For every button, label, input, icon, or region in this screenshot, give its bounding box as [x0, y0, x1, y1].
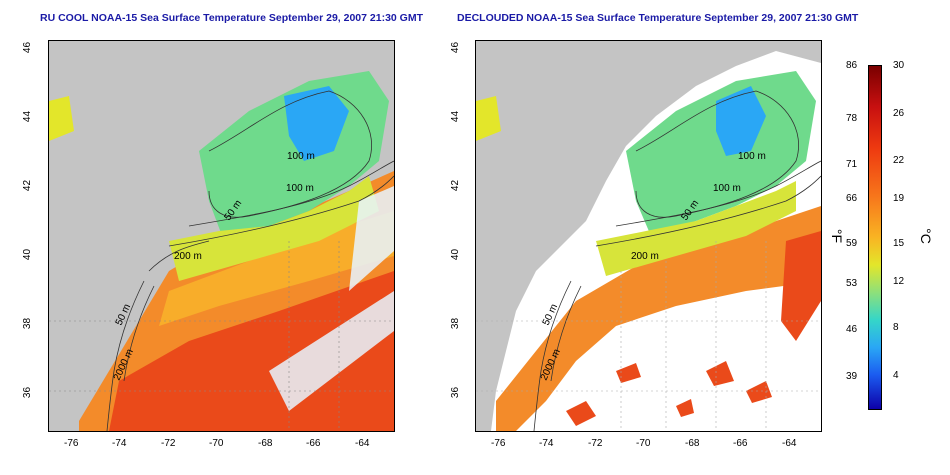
- lat-tick: 46: [22, 41, 34, 54]
- celsius-unit-label: °C: [917, 228, 934, 244]
- celsius-tick: 4: [893, 370, 899, 381]
- lon-tick: -66: [306, 438, 321, 449]
- contour-label: 100 m: [738, 151, 766, 162]
- fahrenheit-tick: 86: [846, 60, 858, 71]
- celsius-tick: 22: [893, 155, 905, 166]
- lat-tick: 36: [450, 386, 462, 399]
- lat-tick: 40: [450, 248, 462, 261]
- left-map-title: RU COOL NOAA-15 Sea Surface Temperature …: [40, 12, 424, 24]
- lat-tick: 36: [22, 386, 34, 399]
- celsius-tick: 8: [893, 322, 899, 333]
- lon-tick: -68: [258, 438, 273, 449]
- fahrenheit-tick: 66: [846, 193, 858, 204]
- lat-tick: 38: [450, 317, 462, 330]
- lat-tick: 42: [22, 179, 34, 192]
- lon-tick: -70: [636, 438, 651, 449]
- celsius-tick: 15: [893, 238, 905, 249]
- lat-tick: 38: [22, 317, 34, 330]
- lat-tick: 46: [450, 41, 462, 54]
- lon-tick: -68: [685, 438, 700, 449]
- contour-label: 50 m: [114, 302, 133, 327]
- celsius-tick: 30: [893, 60, 905, 71]
- temperature-colorbar: [868, 65, 882, 410]
- fahrenheit-unit-label: °F: [829, 228, 846, 244]
- celsius-tick: 19: [893, 193, 905, 204]
- lon-tick: -74: [539, 438, 554, 449]
- contour-label: 100 m: [287, 151, 315, 162]
- right-map-title: DECLOUDED NOAA-15 Sea Surface Temperatur…: [457, 12, 859, 24]
- contour-label: 200 m: [174, 251, 202, 262]
- lat-tick: 40: [22, 248, 34, 261]
- lat-tick: 44: [22, 110, 34, 123]
- lon-tick: -64: [782, 438, 797, 449]
- lat-tick: 44: [450, 110, 462, 123]
- lon-tick: -66: [733, 438, 748, 449]
- fahrenheit-tick: 46: [846, 324, 858, 335]
- contour-label: 200 m: [631, 251, 659, 262]
- fahrenheit-tick: 59: [846, 238, 858, 249]
- contour-label: 100 m: [713, 183, 741, 194]
- celsius-tick: 26: [893, 108, 905, 119]
- contour-label: 100 m: [286, 183, 314, 194]
- sst-map-declouded[interactable]: 100 m 100 m 50 m 200 m 50 m 2000 m: [475, 40, 822, 432]
- lon-tick: -70: [209, 438, 224, 449]
- celsius-tick: 12: [893, 276, 905, 287]
- lon-tick: -72: [588, 438, 603, 449]
- lon-tick: -64: [355, 438, 370, 449]
- fahrenheit-tick: 53: [846, 278, 858, 289]
- lon-tick: -76: [64, 438, 79, 449]
- lat-tick: 42: [450, 179, 462, 192]
- lon-tick: -74: [112, 438, 127, 449]
- fahrenheit-tick: 71: [846, 159, 858, 170]
- lon-tick: -76: [491, 438, 506, 449]
- fahrenheit-tick: 39: [846, 371, 858, 382]
- sst-map-raw[interactable]: 100 m 100 m 50 m 200 m 50 m 2000 m: [48, 40, 395, 432]
- fahrenheit-tick: 78: [846, 113, 858, 124]
- lon-tick: -72: [161, 438, 176, 449]
